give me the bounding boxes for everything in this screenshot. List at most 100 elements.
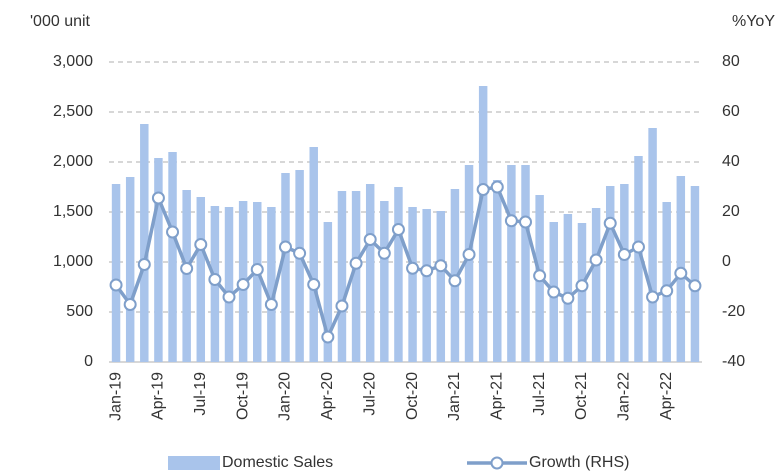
bar bbox=[168, 152, 177, 362]
x-tick-label: Jan-20 bbox=[277, 372, 294, 421]
bar bbox=[577, 223, 587, 362]
x-tick-label: Jul-19 bbox=[192, 372, 209, 416]
bar bbox=[394, 187, 403, 362]
y-tick-label: 3,000 bbox=[53, 53, 93, 70]
growth-marker bbox=[462, 248, 476, 261]
bar bbox=[351, 191, 361, 362]
growth-marker bbox=[208, 273, 222, 286]
bar bbox=[422, 209, 431, 362]
growth-marker bbox=[533, 269, 547, 283]
bar bbox=[309, 147, 318, 362]
y-tick-label: 500 bbox=[66, 303, 93, 320]
x-tick-label: Apr-19 bbox=[150, 372, 167, 420]
y-axis-label: '000 unit bbox=[30, 13, 91, 30]
bar bbox=[620, 184, 629, 362]
growth-marker bbox=[222, 290, 236, 304]
bar bbox=[605, 186, 615, 362]
legend-swatch bbox=[168, 456, 220, 470]
bar bbox=[591, 208, 601, 362]
x-tick-label: Jul-21 bbox=[531, 372, 548, 416]
x-tick-label: Jan-22 bbox=[616, 372, 633, 421]
growth-marker bbox=[335, 299, 349, 313]
growth-marker bbox=[166, 225, 180, 239]
growth-marker bbox=[631, 240, 645, 254]
growth-marker bbox=[278, 240, 292, 254]
growth-marker bbox=[476, 183, 490, 196]
growth-marker bbox=[688, 279, 702, 293]
bar bbox=[154, 158, 163, 362]
bar bbox=[323, 222, 333, 362]
growth-marker bbox=[490, 180, 504, 194]
growth-marker bbox=[391, 223, 405, 236]
x-tick-label: Oct-21 bbox=[573, 372, 590, 420]
growth-marker bbox=[194, 238, 208, 251]
bar bbox=[436, 211, 446, 362]
y2-tick-label: 40 bbox=[722, 153, 740, 170]
bar bbox=[478, 86, 488, 362]
y-tick-label: 0 bbox=[84, 353, 93, 370]
bar bbox=[521, 165, 530, 362]
bar bbox=[140, 124, 149, 362]
bar bbox=[267, 207, 276, 362]
growth-marker bbox=[363, 233, 377, 246]
growth-marker bbox=[547, 285, 561, 299]
growth-marker bbox=[151, 191, 165, 205]
y2-tick-label: 80 bbox=[722, 53, 740, 70]
growth-marker bbox=[646, 290, 660, 304]
growth-marker bbox=[321, 330, 335, 344]
x-tick-label: Jul-20 bbox=[361, 372, 378, 416]
growth-marker bbox=[561, 291, 575, 305]
bar bbox=[464, 165, 474, 362]
bar bbox=[224, 207, 234, 362]
growth-marker bbox=[406, 261, 420, 275]
bar bbox=[337, 191, 347, 362]
growth-marker bbox=[504, 214, 518, 228]
y-tick-label: 2,000 bbox=[53, 153, 93, 170]
bar bbox=[111, 184, 121, 362]
growth-marker bbox=[307, 278, 321, 291]
x-tick-label: Jan-19 bbox=[107, 372, 124, 421]
growth-marker bbox=[434, 259, 448, 273]
growth-marker bbox=[420, 264, 434, 278]
y2-tick-label: -20 bbox=[722, 303, 745, 320]
growth-marker bbox=[660, 284, 674, 298]
legend-marker bbox=[490, 456, 504, 470]
bar bbox=[196, 197, 206, 362]
y-tick-label: 1,500 bbox=[53, 203, 93, 220]
x-tick-label: Apr-21 bbox=[488, 372, 505, 420]
growth-marker bbox=[603, 216, 617, 230]
bar bbox=[182, 190, 191, 362]
bar bbox=[253, 202, 262, 362]
y2-tick-label: 0 bbox=[722, 253, 731, 270]
growth-marker bbox=[377, 246, 391, 260]
x-tick-label: Oct-19 bbox=[234, 372, 251, 420]
bar bbox=[281, 173, 290, 362]
y2-axis-label: %YoY bbox=[732, 13, 775, 30]
y2-tick-label: 60 bbox=[722, 103, 740, 120]
bar bbox=[634, 156, 643, 362]
growth-marker bbox=[674, 266, 688, 280]
growth-marker bbox=[180, 262, 194, 275]
bar bbox=[125, 177, 135, 362]
x-tick-label: Apr-22 bbox=[658, 372, 675, 420]
y-tick-label: 1,000 bbox=[53, 253, 93, 270]
growth-marker bbox=[448, 274, 462, 288]
legend-label: Growth (RHS) bbox=[529, 454, 629, 471]
growth-marker bbox=[236, 278, 250, 291]
bar bbox=[493, 180, 502, 362]
y-tick-label: 2,500 bbox=[53, 103, 93, 120]
bar bbox=[662, 202, 671, 362]
bar bbox=[690, 186, 700, 362]
bar bbox=[648, 128, 657, 362]
bar bbox=[507, 165, 516, 362]
growth-marker bbox=[349, 256, 363, 270]
x-tick-label: Apr-20 bbox=[319, 372, 336, 420]
growth-marker bbox=[575, 279, 589, 293]
growth-marker bbox=[250, 263, 264, 276]
x-tick-label: Jan-21 bbox=[446, 372, 463, 421]
growth-marker bbox=[519, 215, 533, 229]
growth-marker bbox=[137, 258, 151, 271]
y2-tick-label: -40 bbox=[722, 353, 745, 370]
growth-marker bbox=[109, 278, 123, 292]
